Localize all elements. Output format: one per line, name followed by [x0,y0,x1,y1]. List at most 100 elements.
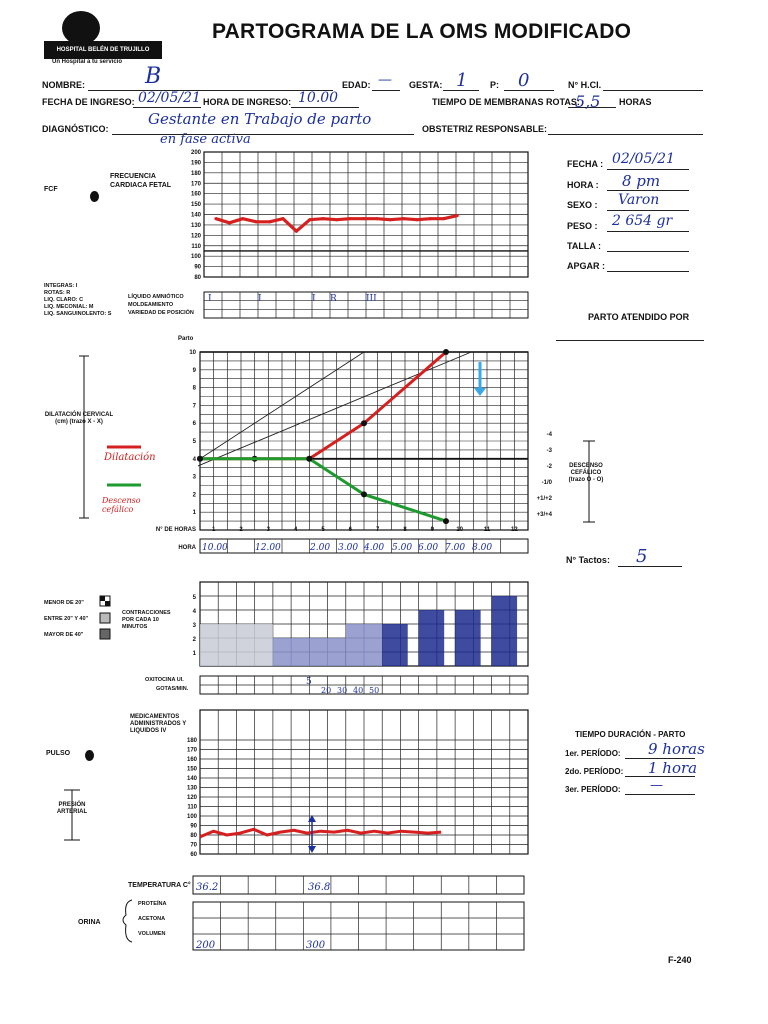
diagnostico-line2[interactable]: en fase activa [160,132,251,147]
fcf-point [348,217,352,221]
liquido-mark: R [330,294,337,304]
orina-row-volumen: VOLUMEN [138,931,166,937]
fcf-point [214,217,218,221]
fecha-ingreso-value[interactable]: 02/05/21 [138,90,201,106]
obstetriz-label: OBSTETRIZ RESPONSABLE: [422,124,548,134]
gotas-value: 50 [369,686,379,695]
hour-number: 4 [294,527,298,533]
pulso-tick-label: 90 [190,824,197,830]
fcf-point [308,218,312,222]
fcf-point [227,221,231,225]
hora-value: 6.00 [418,543,438,553]
descenso-tick-label: -1/0 [542,480,553,486]
fcf-tick-label: 80 [194,275,201,281]
hour-number: 12 [511,527,518,533]
contr-tick-label: 2 [193,637,197,643]
pulso-tick-label: 80 [190,833,197,839]
hour-number: 8 [403,527,407,533]
descenso-tick-label: -4 [547,432,553,438]
diagnostico-label: DIAGNÓSTICO: [42,124,109,134]
dilatacion-label: DILATACIÓN CERVICAL (cm) (trazo X - X) [44,412,114,425]
fcf-point [335,218,339,222]
membranas-value[interactable]: 5,5 [575,92,601,111]
dil-tick-label: 5 [193,439,197,445]
birth-sexo-value[interactable]: Varon [618,192,660,208]
fcf-point [294,229,298,233]
fcf-point [254,220,258,224]
descenso-tick-label: +1/+2 [537,496,553,502]
dil-alerta-line [199,351,365,460]
periodo2-value[interactable]: 1 hora [648,759,698,777]
descenso-tick-label: -2 [547,464,553,470]
contr-entre-label: ENTRE 20" Y 40" [44,616,89,622]
periodo3-value[interactable]: — [650,778,663,793]
gesta-value[interactable]: 1 [456,70,468,91]
fcf-legend: FRECUENCIA CARDIACA FETAL [110,173,172,189]
fcf-tick-label: 130 [191,223,202,229]
liquido-mark: I [208,294,212,304]
descenso-note: Descenso cefálico [102,496,141,514]
birth-peso-label: PESO : [567,221,598,231]
p-value[interactable]: 0 [518,70,530,91]
fcf-point [442,217,446,221]
fcf-point [388,218,392,222]
hour-number: 5 [321,527,325,533]
hospital-logo-icon [62,11,100,45]
birth-fecha-label: FECHA : [567,159,604,169]
fcf-point [428,217,432,221]
contraction-bar [345,624,383,666]
fcf-dot-icon [90,191,99,202]
dil-point [443,518,449,525]
dil-tick-label: 9 [193,368,197,374]
fcf-tick-label: 160 [191,192,202,198]
dil-point [361,420,367,427]
fecha-ingreso-label: FECHA DE INGRESO: [42,97,135,107]
dil-acción-line [197,351,472,467]
birth-apgar-label: APGAR : [567,261,605,271]
hora-label: HORA [178,545,196,551]
dil-tick-label: 6 [193,421,197,427]
birth-fecha-value[interactable]: 02/05/21 [612,151,675,167]
fcf-tick-label: 200 [191,150,202,156]
periodo1-value[interactable]: 9 horas [648,740,705,758]
contr-menor-label: MENOR DE 20" [44,600,84,606]
hora-ingreso-value[interactable]: 10.00 [298,90,339,106]
fcf-tick-label: 170 [191,181,202,187]
hora-value: 12.00 [255,543,281,553]
gotas-value: 20 [321,686,331,695]
fcf-point [268,220,272,224]
pulso-tick-label: 100 [187,814,198,820]
liquido-mark: I [312,294,316,304]
birth-peso-value[interactable]: 2 654 gr [612,213,673,229]
volumen-value: 200 [195,940,216,951]
orina-row-acetona: ACETONA [138,916,166,922]
pulso-tick-label: 120 [187,795,198,801]
periodo2-label: 2do. PERÍODO: [565,767,624,776]
birth-hora-value[interactable]: 8 pm [622,172,661,190]
nombre-value[interactable]: B [145,64,162,89]
pulso-tick-label: 150 [187,767,198,773]
pulso-tick-label: 130 [187,786,198,792]
gotas-value: 40 [353,686,363,695]
hora-value: 3.00 [338,543,358,553]
contr-legend-entre-icon [99,612,111,624]
pulso-tick-label: 170 [187,748,198,754]
membranas-unit: HORAS [619,97,652,107]
hour-number: 10 [456,527,463,533]
parto-label: Parto [178,336,194,342]
hora-value: 7.00 [445,543,465,553]
fcf-tick-label: 140 [191,213,202,219]
hospital-name: HOSPITAL BELÉN DE TRUJILLO [44,41,162,59]
hora-value: 5.00 [392,543,412,553]
diagnostico-line1[interactable]: Gestante en Trabajo de parto [148,110,372,128]
contr-legend-menor-icon [105,601,110,606]
edad-value[interactable]: — [378,72,392,88]
contr-label: CONTRACCIONES POR CADA 10 MINUTOS [122,610,171,630]
liquido-row-3: VARIEDAD DE POSICIÓN [128,310,194,316]
contraction-bar [309,638,346,666]
dil-tick-label: 7 [193,403,197,409]
tactos-value[interactable]: 5 [636,546,648,567]
birth-sexo-label: SEXO : [567,200,598,210]
orina-label: ORINA [78,919,101,926]
